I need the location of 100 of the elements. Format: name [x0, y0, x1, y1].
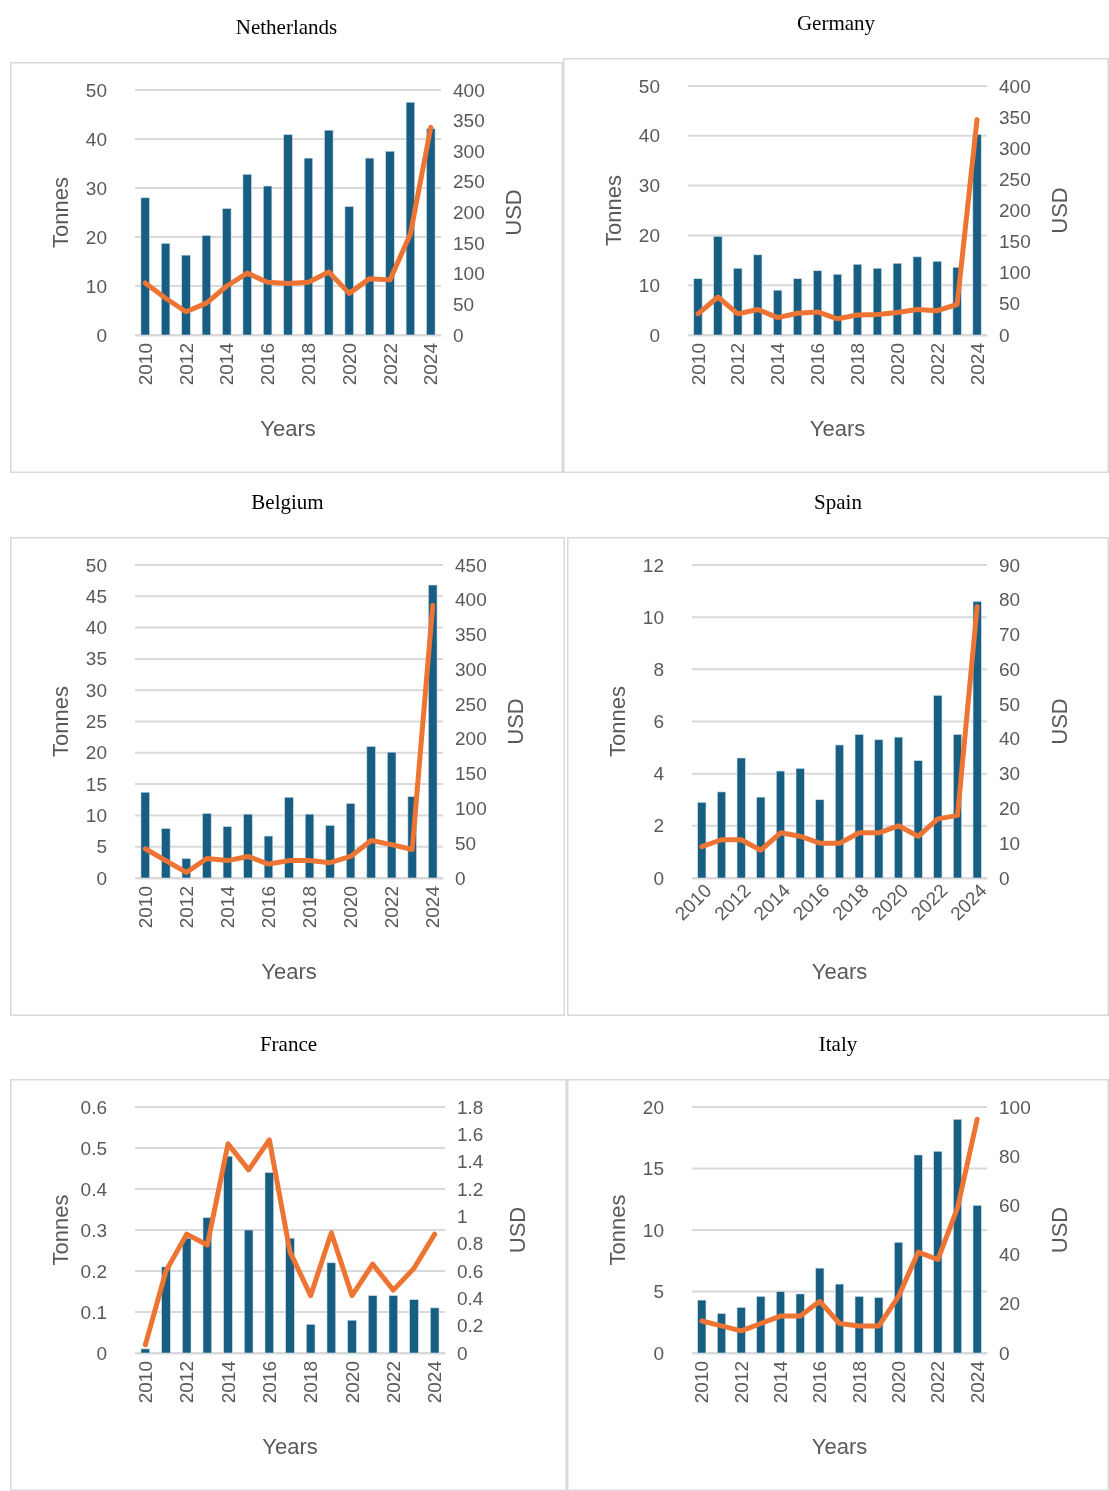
y2-tick-label: 0: [453, 324, 464, 346]
y2-tick-label: 0: [999, 867, 1010, 889]
bar: [426, 128, 436, 336]
bar: [244, 1229, 254, 1354]
y2-tick-label: 60: [999, 1194, 1021, 1216]
bar: [365, 157, 375, 336]
x-tick-label: 2022: [927, 1361, 949, 1404]
y-tick-label: 40: [85, 128, 107, 150]
y2-tick-label: 350: [453, 110, 485, 132]
bar: [264, 1172, 274, 1354]
y2-axis-title: USD: [501, 189, 526, 236]
bar: [717, 791, 726, 879]
y-tick-label: 15: [85, 773, 107, 795]
y-tick-label: 10: [642, 1219, 664, 1241]
y-tick-label: 0.1: [80, 1301, 107, 1323]
y-tick-label: 30: [85, 679, 107, 701]
bar: [753, 254, 763, 336]
bar: [405, 101, 415, 336]
x-tick-label: 2016: [257, 343, 279, 386]
bar: [713, 236, 723, 336]
bar: [222, 826, 233, 879]
y-tick-label: 20: [85, 226, 107, 248]
y-tick-label: 0: [96, 324, 107, 346]
y-tick-label: 10: [638, 274, 660, 296]
y2-tick-label: 250: [455, 693, 487, 715]
chart-title: Germany: [796, 11, 876, 35]
y-tick-label: 10: [642, 606, 664, 628]
y-tick-label: 25: [85, 711, 107, 733]
x-tick-label: 2022: [382, 1361, 404, 1404]
y2-tick-label: 0.2: [457, 1315, 484, 1337]
x-tick-label: 2014: [217, 1360, 239, 1404]
y2-tick-label: 50: [455, 832, 477, 854]
y-tick-label: 8: [653, 658, 664, 680]
bar: [697, 1299, 707, 1354]
bar: [201, 235, 211, 336]
bar: [756, 1296, 766, 1354]
x-tick-label: 2022: [926, 343, 948, 386]
bar: [263, 185, 273, 336]
y2-tick-label: 60: [999, 658, 1021, 680]
bar: [243, 813, 253, 879]
y2-tick-label: 0.8: [457, 1233, 484, 1255]
y-tick-label: 30: [638, 175, 660, 197]
chart-title: France: [259, 1032, 318, 1056]
bar: [835, 744, 844, 879]
y-tick-label: 5: [653, 1281, 664, 1303]
bar: [430, 1307, 440, 1354]
x-tick-label: 2014: [770, 1360, 792, 1404]
y2-tick-label: 200: [455, 728, 487, 750]
bar: [972, 1205, 982, 1354]
x-axis-title: Years: [811, 1434, 868, 1459]
bar: [181, 254, 191, 336]
chart-title: Belgium: [251, 490, 324, 514]
y-tick-label: 20: [642, 1096, 664, 1118]
bar: [325, 825, 335, 879]
x-axis-title: Years: [811, 959, 868, 984]
y2-tick-label: 300: [455, 658, 487, 680]
bar: [933, 1150, 943, 1354]
y-axis-title: Tonnes: [605, 1194, 630, 1266]
y-tick-label: 0.2: [80, 1260, 107, 1282]
bar: [242, 173, 252, 336]
y-tick-label: 35: [85, 648, 107, 670]
x-tick-label: 2020: [888, 1361, 910, 1404]
bar: [913, 1154, 923, 1354]
bar: [854, 1296, 864, 1354]
x-axis-title: Years: [260, 416, 316, 441]
y2-axis-title: USD: [1047, 698, 1072, 745]
bar: [324, 129, 334, 336]
y-axis-title: Tonnes: [601, 175, 626, 246]
y2-tick-label: 0: [457, 1342, 468, 1364]
y2-tick-label: 350: [999, 106, 1031, 128]
y2-tick-label: 80: [999, 589, 1021, 611]
y-tick-label: 0.4: [80, 1178, 108, 1200]
bar: [892, 262, 902, 336]
y-tick-label: 0: [653, 1342, 664, 1364]
y-tick-label: 4: [653, 763, 665, 785]
y2-tick-label: 250: [453, 171, 485, 193]
y2-tick-label: 150: [455, 763, 487, 785]
x-tick-label: 2010: [691, 1361, 713, 1404]
x-tick-label: 2016: [809, 1361, 831, 1404]
bar: [693, 278, 703, 336]
y2-tick-label: 20: [999, 798, 1021, 820]
y2-tick-label: 1.2: [457, 1178, 484, 1200]
y-axis-title: Tonnes: [605, 686, 630, 757]
bar: [972, 134, 982, 336]
y2-tick-label: 400: [999, 75, 1031, 97]
x-tick-label: 2012: [727, 343, 749, 386]
y2-tick-label: 90: [999, 554, 1021, 576]
chart-title: Spain: [814, 490, 863, 514]
y-tick-label: 0.6: [80, 1096, 107, 1118]
bar: [140, 197, 150, 336]
bar: [913, 760, 923, 879]
bar: [972, 601, 982, 879]
y2-tick-label: 1.6: [457, 1123, 484, 1145]
y-tick-label: 0.5: [80, 1137, 107, 1159]
x-tick-label: 2010: [134, 1361, 156, 1404]
bar: [835, 1283, 844, 1354]
x-tick-label: 2024: [422, 885, 444, 929]
bar: [385, 150, 395, 336]
bar: [776, 770, 785, 879]
x-tick-label: 2022: [381, 886, 403, 929]
